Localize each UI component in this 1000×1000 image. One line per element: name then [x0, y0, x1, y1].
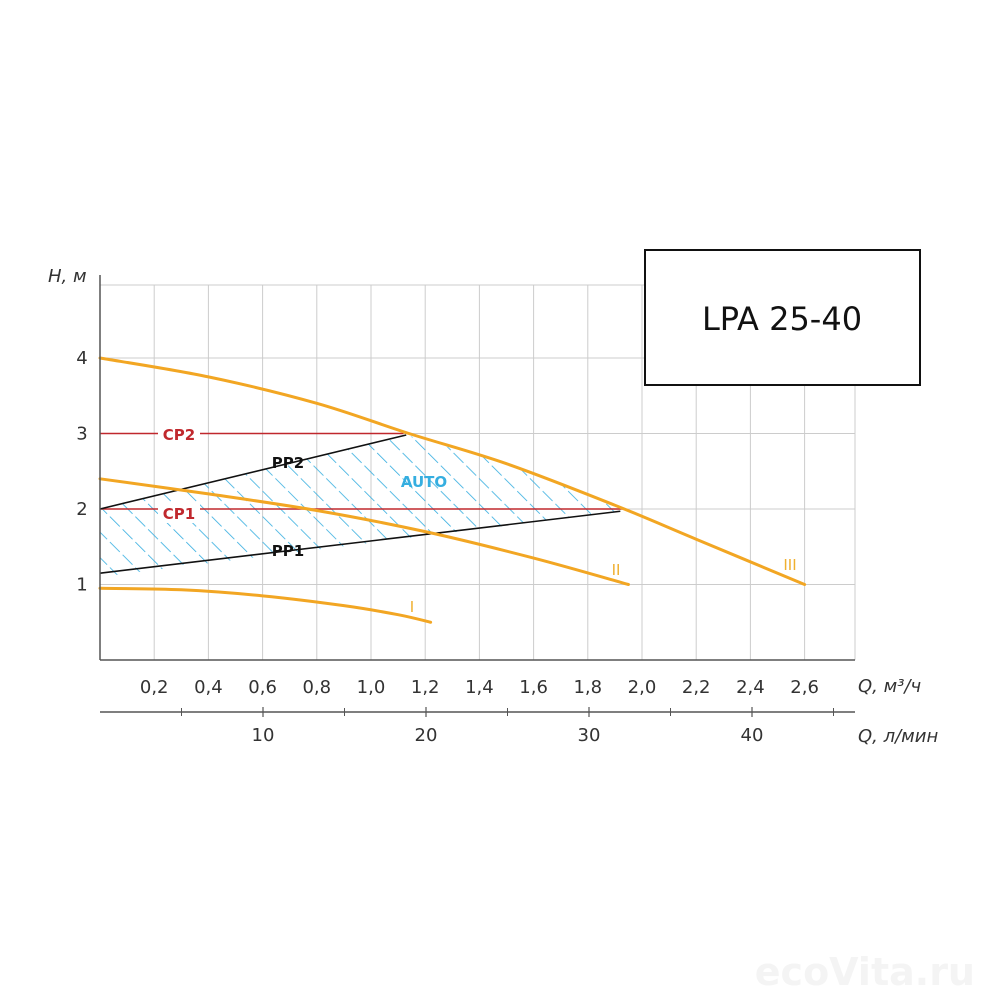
curve-label-iii: III	[783, 556, 796, 574]
chart-title-box: LPA 25-40	[644, 249, 921, 386]
control-line-pp2	[99, 434, 407, 510]
y-tick-label: 4	[76, 348, 87, 369]
pp2-label: PP2	[272, 454, 304, 472]
cp2-label: CP2	[163, 426, 195, 444]
curve-label-ii: II	[612, 561, 621, 579]
x-tick-label: 1,4	[465, 677, 494, 698]
x-tick-label: 1,0	[357, 677, 386, 698]
x-tick-label: 1,6	[519, 677, 548, 698]
curve-label-i: I	[410, 598, 414, 616]
x-tick-label: 2,6	[790, 677, 819, 698]
x2-tick-label: 10	[252, 725, 275, 746]
speed-curve-ii	[98, 477, 630, 586]
x-tick-label: 0,4	[194, 677, 223, 698]
x-axis-title: Q, м³/ч	[858, 676, 921, 697]
speed-curve-iii	[98, 356, 807, 586]
pp1-label: PP1	[272, 542, 304, 560]
x2-tick-label: 30	[578, 725, 601, 746]
cp1-label: CP1	[163, 505, 195, 523]
axes: 1 2 3 4 0,2 0,4 0,6 0,8 1,0 1,2 1,4 1,6 1,8 2,0 2,2 2,4…	[76, 275, 855, 746]
x2-axis-title: Q, л/мин	[858, 726, 938, 747]
chart-title: LPA 25-40	[702, 300, 862, 338]
x-tick-label: 1,2	[411, 677, 440, 698]
y-tick-label: 2	[76, 499, 87, 520]
auto-label: AUTO	[401, 473, 447, 491]
x-tick-label: 1,8	[573, 677, 602, 698]
y-tick-label: 1	[76, 575, 87, 596]
x-tick-label: 0,2	[140, 677, 169, 698]
cp2-label-bg	[158, 424, 200, 444]
x-tick-label: 0,8	[302, 677, 331, 698]
cp1-label-bg	[158, 503, 200, 523]
y-axis-title: H, м	[48, 266, 87, 287]
x-tick-label: 2,0	[628, 677, 657, 698]
x2-tick-label: 40	[741, 725, 764, 746]
speed-curve-i	[98, 586, 433, 624]
x2-tick-label: 20	[415, 725, 438, 746]
control-line-pp1	[99, 510, 621, 574]
x-tick-label: 0,6	[248, 677, 277, 698]
speed-curves	[98, 356, 807, 624]
y-tick-label: 3	[76, 424, 87, 445]
x-tick-label: 2,4	[736, 677, 765, 698]
watermark: ecoVita.ru	[755, 950, 975, 994]
x-tick-label: 2,2	[682, 677, 711, 698]
auto-region-area	[100, 435, 626, 577]
auto-region	[100, 435, 626, 577]
